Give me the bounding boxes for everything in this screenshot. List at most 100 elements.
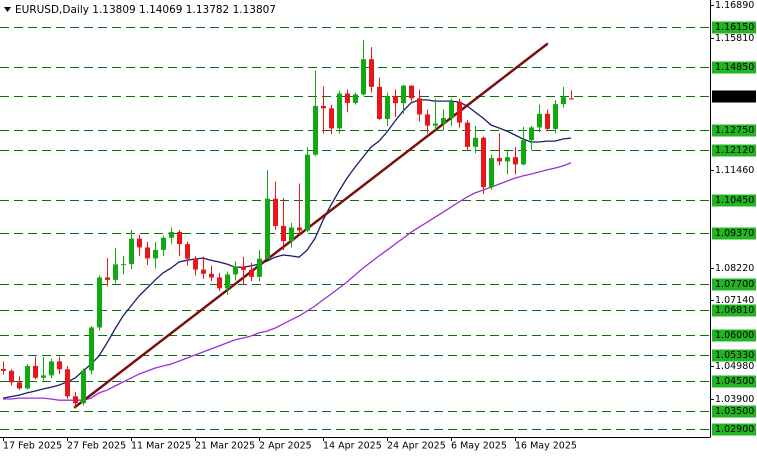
level-label: 1.06810 [715,305,754,316]
level-label: 1.13900 [715,91,754,102]
level-label-box [712,61,756,74]
x-tick-label: 16 May 2025 [515,441,577,452]
candle-body [49,361,54,376]
candle-body [313,105,318,155]
level-label-box [712,423,756,436]
chart-title: EURUSD,Daily 1.13809 1.14069 1.13782 1.1… [15,4,276,16]
candle-body [361,59,366,95]
y-tick-label: 1.16890 [715,0,754,11]
candle-body [129,238,134,265]
y-tick-label: 1.11460 [715,165,754,176]
candle-body [297,227,302,231]
level-label-box [712,194,756,207]
level-label-box [712,329,756,342]
level-label: 1.12120 [715,145,754,156]
candle-body [249,269,254,277]
candle-body [401,85,406,104]
candle-body [81,370,86,404]
level-label-box [712,278,756,291]
level-label-box [712,375,756,388]
candle-body [65,369,70,397]
candle-body [257,258,262,277]
candle-body [153,249,158,259]
level-label-box [712,227,756,240]
candle-body [425,114,430,126]
y-tick-label: 1.08220 [715,263,754,274]
candle-body [417,98,422,115]
candle-body [33,365,38,378]
plot-area [0,27,710,430]
candle-body [289,227,294,242]
candle-body [161,237,166,250]
level-label: 1.04500 [715,376,754,387]
level-label: 1.09370 [715,228,754,239]
level-label-box [712,304,756,317]
moving-average-line [2,99,572,399]
candle-body [497,158,502,162]
candle-body [529,127,534,141]
level-label: 1.06000 [715,330,754,341]
y-tick-label: 1.03900 [715,394,754,405]
level-label: 1.16150 [715,22,754,33]
x-tick-label: 21 Mar 2025 [195,441,255,452]
candle-body [441,118,446,124]
candle-body [217,277,222,289]
candle-body [305,154,310,231]
level-label-box [712,349,756,362]
candle-body [489,158,494,188]
candle-body [553,104,558,129]
candle-body [481,137,486,188]
moving-average-line [3,162,572,401]
candle-body [521,140,526,165]
x-tick-label: 27 Feb 2025 [67,441,126,452]
level-label: 1.10450 [715,195,754,206]
x-tick-label: 17 Feb 2025 [3,441,62,452]
candle-body [73,396,78,404]
candle-body [569,98,574,100]
candle-body [537,113,542,128]
candle-body [113,264,118,280]
level-label-box [712,21,756,34]
candle-body [353,94,358,103]
candle-body [169,232,174,238]
candle-body [121,264,126,266]
candle-body [321,105,326,109]
candle-body [369,59,374,87]
candle-body [329,108,334,129]
candle-body [233,266,238,275]
candle-body [201,269,206,274]
x-tick-label: 2 Apr 2025 [259,441,312,452]
candle-body [145,247,150,259]
candle-body [473,137,478,147]
candle-body [449,101,454,119]
candle-body [505,157,510,162]
level-label: 1.03500 [715,406,754,417]
candle-body [137,238,142,248]
candle-body [89,327,94,371]
candle-body [97,277,102,328]
level-label: 1.02900 [715,424,754,435]
level-label-box [712,124,756,137]
candle-body [1,368,6,371]
candle-body [185,244,190,259]
candle-body [337,93,342,129]
y-tick-label: 1.07140 [715,295,754,306]
x-tick-label: 6 May 2025 [451,441,507,452]
candle-body [105,277,110,280]
candle-body [433,123,438,126]
candle-body [225,274,230,289]
candle-body [281,225,286,242]
candle-body [465,122,470,147]
x-tick-label: 11 Mar 2025 [131,441,191,452]
level-label-box [712,405,756,418]
y-tick-label: 1.04980 [715,361,754,372]
candle-body [345,93,350,103]
level-label: 1.12750 [715,125,754,136]
candle-body [561,97,566,105]
level-label: 1.14850 [715,62,754,73]
x-tick-label: 14 Apr 2025 [323,441,382,452]
menu-triangle [4,7,11,12]
candle-body [457,101,462,123]
